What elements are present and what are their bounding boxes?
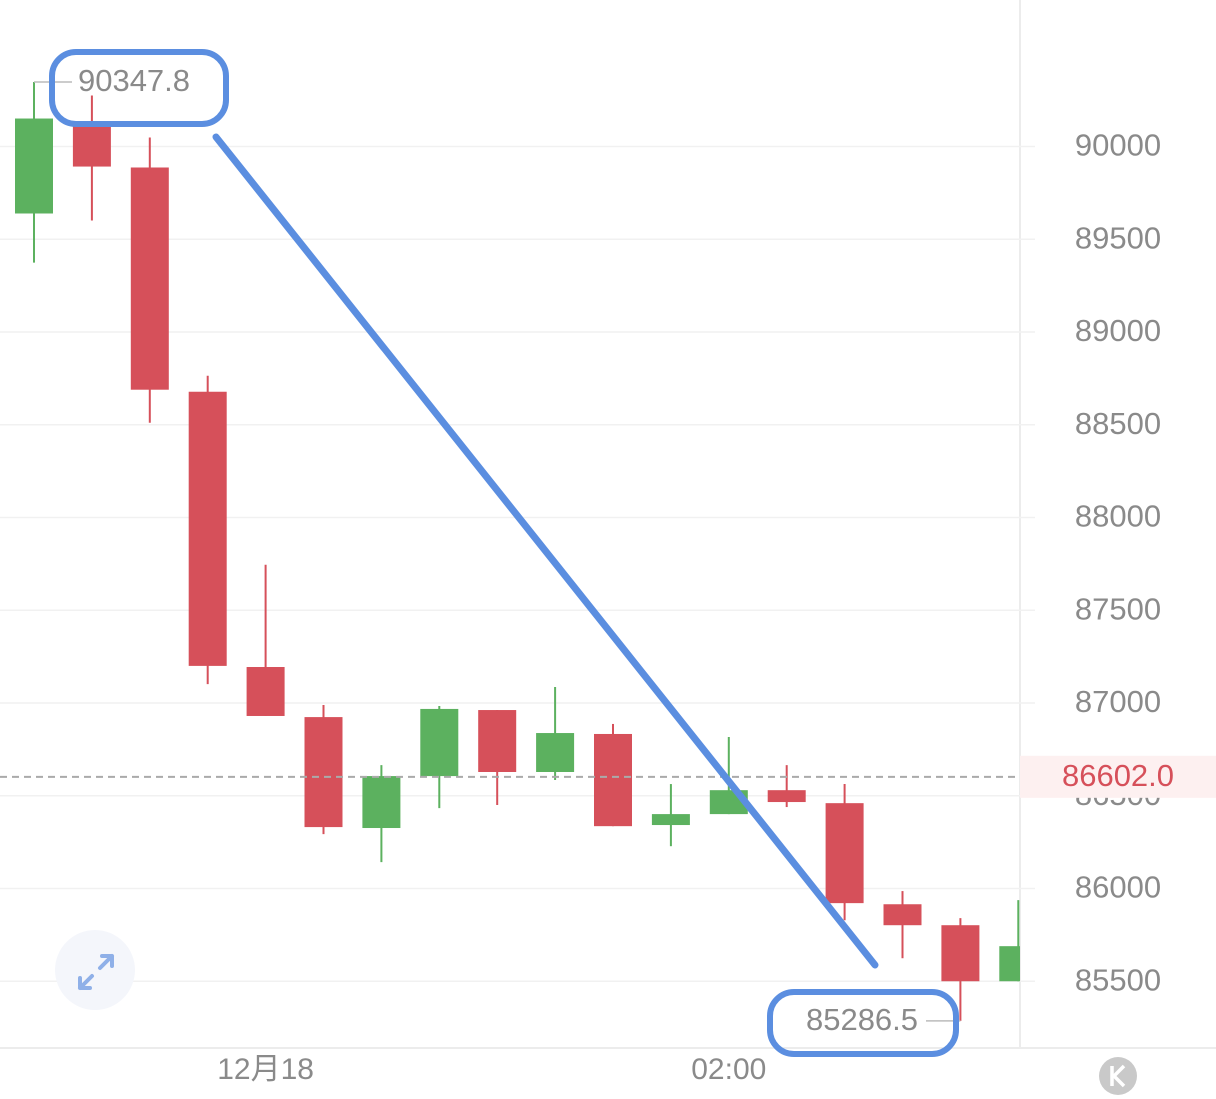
candle-body — [304, 717, 343, 828]
last-price-label: 86602.0 — [1062, 758, 1174, 793]
candle-body — [362, 776, 401, 829]
candle-body — [536, 733, 575, 772]
y-tick-label: 90000 — [1075, 128, 1161, 163]
annotation-line — [212, 133, 879, 969]
candle-body — [767, 790, 806, 803]
y-tick-label: 88500 — [1075, 406, 1161, 441]
candle-body — [246, 667, 285, 716]
last-price-bg — [1020, 755, 1216, 798]
expand-bg[interactable] — [55, 930, 135, 1010]
x-tick-label: 02:00 — [691, 1053, 766, 1086]
candle-body — [651, 814, 690, 826]
candle-body — [130, 167, 169, 390]
y-tick-label: 88000 — [1075, 499, 1161, 534]
x-tick-label: 12月18 — [217, 1053, 314, 1086]
candle-body — [941, 925, 980, 982]
candle-body — [999, 946, 1020, 982]
candle-body — [188, 391, 227, 666]
y-tick-label: 89500 — [1075, 220, 1161, 255]
y-tick-label: 87000 — [1075, 684, 1161, 719]
k-button[interactable] — [1099, 1057, 1137, 1095]
candle-body — [883, 904, 922, 926]
candle-body — [478, 710, 517, 772]
annotation-box — [767, 989, 959, 1057]
candle-body — [72, 125, 111, 167]
high-marker-label: 90347.8 — [78, 63, 190, 98]
y-tick-label: 89000 — [1075, 313, 1161, 348]
candle-body — [825, 803, 864, 904]
y-tick-label: 85500 — [1075, 962, 1161, 997]
candle-body — [420, 708, 459, 777]
y-tick-label: 87500 — [1075, 591, 1161, 626]
expand-icon[interactable] — [78, 954, 114, 990]
annotation-box — [49, 49, 229, 127]
y-tick-label: 86000 — [1075, 870, 1161, 905]
expand-button[interactable] — [55, 930, 135, 1010]
candle-body — [15, 118, 53, 214]
candle-body — [594, 733, 632, 827]
k-bg[interactable] — [1099, 1057, 1137, 1095]
low-marker-label: 85286.5 — [806, 1002, 918, 1037]
k-icon[interactable] — [1110, 1064, 1126, 1088]
